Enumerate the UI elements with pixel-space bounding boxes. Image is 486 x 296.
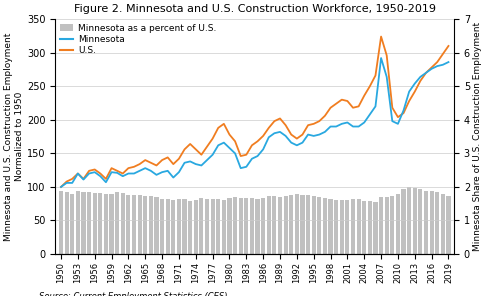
Bar: [250, 198, 254, 254]
Bar: [345, 200, 349, 254]
Bar: [390, 196, 395, 254]
Bar: [171, 200, 175, 254]
Bar: [272, 196, 277, 254]
Bar: [340, 200, 344, 254]
Bar: [81, 192, 86, 254]
Bar: [384, 197, 389, 254]
Bar: [368, 201, 372, 254]
Bar: [278, 197, 282, 254]
Bar: [149, 196, 153, 254]
Bar: [138, 195, 142, 254]
Bar: [283, 196, 288, 254]
Bar: [362, 201, 366, 254]
Y-axis label: Minnesota and U.S. Construction Employment
Normalized to 1950: Minnesota and U.S. Construction Employme…: [4, 32, 24, 241]
Bar: [295, 194, 299, 254]
Bar: [76, 191, 80, 254]
Bar: [289, 195, 294, 254]
Bar: [160, 199, 164, 254]
Bar: [323, 198, 327, 254]
Bar: [143, 196, 147, 254]
Bar: [93, 193, 97, 254]
Bar: [407, 187, 411, 254]
Bar: [104, 194, 108, 254]
Bar: [351, 199, 355, 254]
Bar: [216, 199, 220, 254]
Bar: [334, 200, 338, 254]
Bar: [317, 197, 321, 254]
Bar: [373, 202, 378, 254]
Bar: [166, 199, 170, 254]
Bar: [109, 194, 114, 254]
Bar: [424, 191, 428, 254]
Bar: [418, 189, 422, 254]
Y-axis label: Minnesota Share of U.S. Construction Employment: Minnesota Share of U.S. Construction Emp…: [473, 22, 482, 251]
Bar: [65, 192, 69, 254]
Bar: [59, 191, 63, 254]
Bar: [306, 195, 310, 254]
Bar: [177, 199, 181, 254]
Bar: [98, 193, 103, 254]
Bar: [115, 192, 119, 254]
Bar: [446, 196, 451, 254]
Bar: [329, 199, 332, 254]
Bar: [199, 198, 204, 254]
Bar: [300, 195, 305, 254]
Bar: [239, 198, 243, 254]
Bar: [396, 194, 400, 254]
Bar: [357, 199, 361, 254]
Bar: [222, 200, 226, 254]
Bar: [193, 200, 198, 254]
Bar: [188, 201, 192, 254]
Bar: [126, 195, 131, 254]
Bar: [244, 198, 248, 254]
Bar: [121, 193, 125, 254]
Bar: [256, 199, 260, 254]
Bar: [430, 191, 434, 254]
Bar: [435, 192, 439, 254]
Bar: [401, 189, 406, 254]
Bar: [413, 188, 417, 254]
Legend: Minnesota as a percent of U.S., Minnesota, U.S.: Minnesota as a percent of U.S., Minnesot…: [58, 22, 218, 57]
Bar: [379, 197, 383, 254]
Bar: [182, 199, 187, 254]
Bar: [132, 195, 136, 254]
Bar: [205, 199, 209, 254]
Bar: [227, 198, 231, 254]
Bar: [312, 196, 316, 254]
Bar: [441, 194, 445, 254]
Bar: [267, 196, 271, 254]
Bar: [70, 194, 74, 254]
Bar: [233, 197, 237, 254]
Bar: [155, 197, 158, 254]
Title: Figure 2. Minnesota and U.S. Construction Workforce, 1950-2019: Figure 2. Minnesota and U.S. Constructio…: [74, 4, 436, 14]
Bar: [261, 198, 265, 254]
Bar: [87, 192, 91, 254]
Bar: [210, 199, 215, 254]
Text: Source: Current Employment Statistics (CES): Source: Current Employment Statistics (C…: [39, 292, 227, 296]
